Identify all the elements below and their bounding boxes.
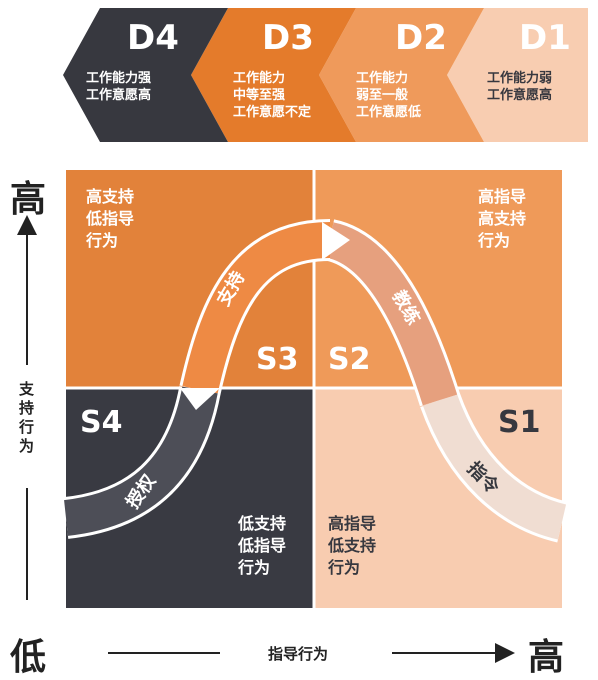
x-axis-high-label: 高: [528, 637, 565, 678]
curve-arrowhead-s3-s4: [180, 388, 220, 410]
d4-chevron: [63, 8, 228, 142]
curve-segment-s1-fill: [423, 393, 567, 540]
bottom-right-behavior-line1: 高指导: [328, 514, 377, 533]
style-label-s1: S1: [498, 405, 541, 440]
style-label-s3: S3: [256, 342, 299, 377]
top-left-behavior-line1: 高支持: [86, 187, 135, 206]
d2-chevron: [319, 8, 484, 142]
y-axis-high-label: 高: [10, 179, 47, 220]
bottom-left-behavior-line2: 低指导: [238, 536, 287, 555]
d2-desc-line3: 工作意愿低: [356, 105, 422, 120]
curve-segment-s2-fill: [325, 222, 458, 406]
d3-desc-line1: 工作能力: [233, 71, 286, 86]
bottom-right-behavior-line2: 低支持: [328, 536, 377, 555]
bottom-left-behavior-line3: 行为: [238, 558, 271, 577]
d3-desc-line3: 工作意愿不定: [233, 105, 312, 120]
d4-code: D4: [127, 18, 179, 58]
leadership-style-curve: [63, 219, 568, 543]
d3-code: D3: [262, 18, 314, 58]
bottom-right-behavior-line3: 行为: [328, 558, 361, 577]
d2-desc-line2: 弱至一般: [356, 88, 409, 103]
d2-code: D2: [395, 18, 447, 58]
top-left-behavior-line3: 行为: [86, 231, 119, 250]
d1-code: D1: [519, 18, 571, 58]
d3-chevron: [191, 8, 356, 142]
y-axis-title: 支持行为: [19, 380, 35, 455]
curve-arrowhead-s2-s3: [322, 222, 350, 260]
top-left-behavior-line2: 低指导: [86, 209, 135, 228]
development-level-banner: [63, 8, 588, 142]
d1-desc-line2: 工作意愿高: [487, 88, 553, 103]
d3-desc-line2: 中等至强: [233, 88, 286, 103]
d1-desc-line1: 工作能力弱: [487, 71, 553, 86]
d4-desc-line1: 工作能力强: [86, 71, 152, 86]
top-right-behavior-line2: 高支持: [478, 209, 527, 228]
d2-desc-line1: 工作能力: [356, 71, 409, 86]
x-axis-title: 指导行为: [268, 645, 329, 663]
d4-desc-line2: 工作意愿高: [86, 88, 152, 103]
curve-segment-s4-fill: [63, 386, 218, 536]
bottom-left-behavior-line1: 低支持: [238, 514, 287, 533]
style-label-s4: S4: [80, 405, 123, 440]
style-label-s2: S2: [328, 342, 371, 377]
top-right-behavior-line3: 行为: [478, 231, 511, 250]
x-axis-low-label: 低: [10, 637, 47, 678]
top-right-behavior-line1: 高指导: [478, 187, 527, 206]
d1-chevron: [447, 8, 588, 142]
curve-segment-s3-fill: [182, 222, 331, 394]
